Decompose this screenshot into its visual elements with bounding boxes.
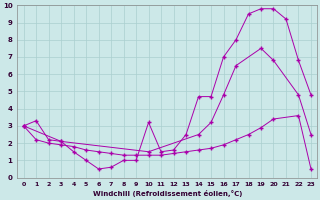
X-axis label: Windchill (Refroidissement éolien,°C): Windchill (Refroidissement éolien,°C) [92, 190, 242, 197]
